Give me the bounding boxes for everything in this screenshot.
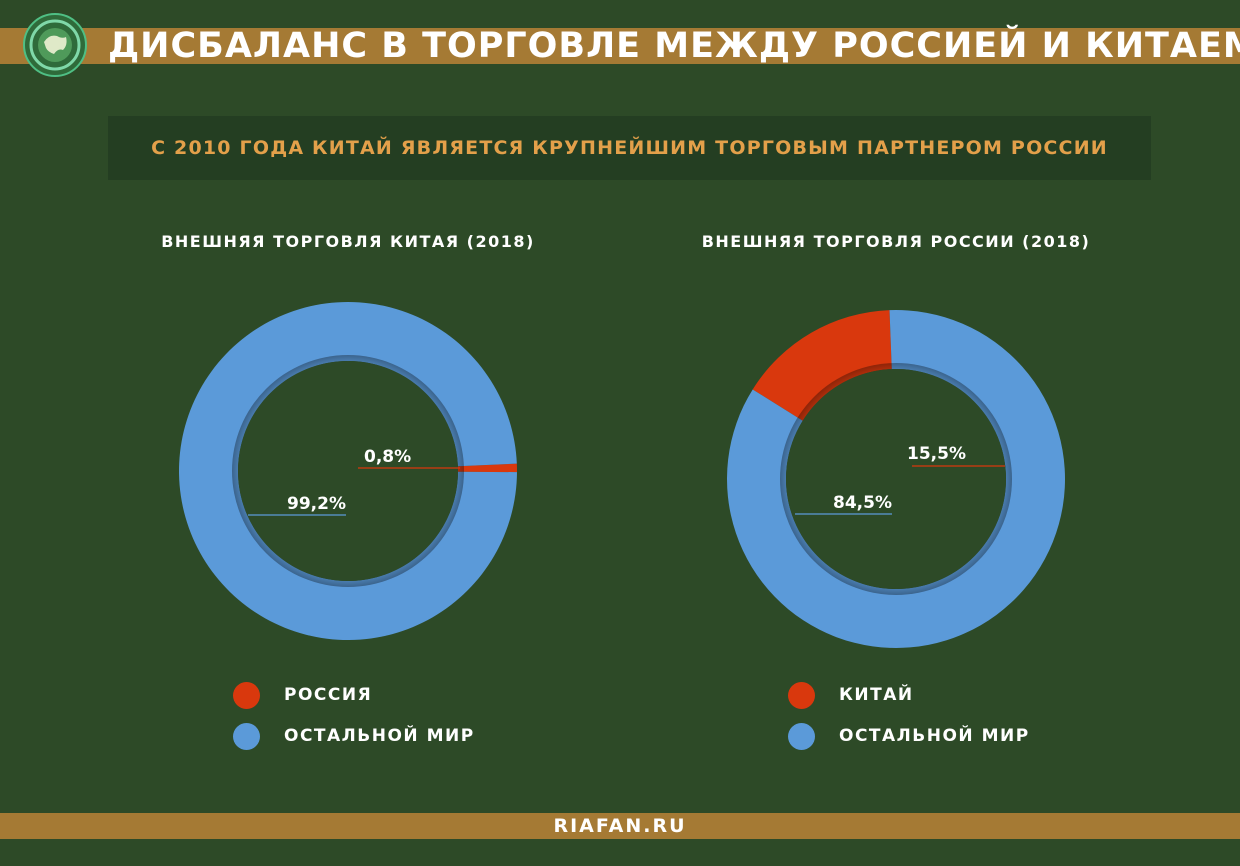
slice-rest-of-world [727, 310, 1065, 648]
legend-swatch-red [788, 681, 815, 709]
subtitle-banner: С 2010 ГОДА КИТАЙ ЯВЛЯЕТСЯ КРУПНЕЙШИМ ТО… [108, 116, 1151, 180]
data-label: 15,5% [907, 444, 966, 464]
chart-title-russia: ВНЕШНЯЯ ТОРГОВЛЯ РОССИИ (2018) [701, 232, 1091, 251]
page-title: ДИСБАЛАНС В ТОРГОВЛЕ МЕЖДУ РОССИЕЙ И КИТ… [108, 26, 1240, 66]
footer-band: RIAFAN.RU [0, 813, 1240, 839]
slice-rest-of-world [179, 301, 517, 640]
legend-swatch-blue [233, 722, 260, 750]
legend-swatch-blue [788, 722, 815, 750]
data-label: 99,2% [287, 494, 346, 514]
legend-label: ОСТАЛЬНОЙ МИР [839, 726, 1030, 746]
slice-china [752, 310, 892, 421]
donut-hole [238, 361, 458, 581]
legend-item-rest-of-world: ОСТАЛЬНОЙ МИР [233, 721, 475, 751]
subtitle-text: С 2010 ГОДА КИТАЙ ЯВЛЯЕТСЯ КРУПНЕЙШИМ ТО… [151, 137, 1108, 159]
data-label: 84,5% [833, 493, 892, 513]
header-band [0, 28, 1240, 64]
legend-label: ОСТАЛЬНОЙ МИР [284, 726, 475, 746]
globe-logo-icon [23, 13, 87, 77]
donut-hole [786, 369, 1006, 589]
footer-source: RIAFAN.RU [553, 815, 687, 837]
legend-label: РОССИЯ [284, 685, 373, 705]
slice-russia [457, 463, 517, 473]
legend-label: КИТАЙ [839, 685, 914, 705]
legend-swatch-red [233, 681, 260, 709]
legend-item-russia: РОССИЯ [233, 680, 372, 710]
legend-item-rest-of-world: ОСТАЛЬНОЙ МИР [788, 721, 1030, 751]
data-label: 0,8% [364, 447, 411, 467]
legend-item-china: КИТАЙ [788, 680, 914, 710]
chart-title-china: ВНЕШНЯЯ ТОРГОВЛЯ КИТАЯ (2018) [161, 232, 535, 251]
